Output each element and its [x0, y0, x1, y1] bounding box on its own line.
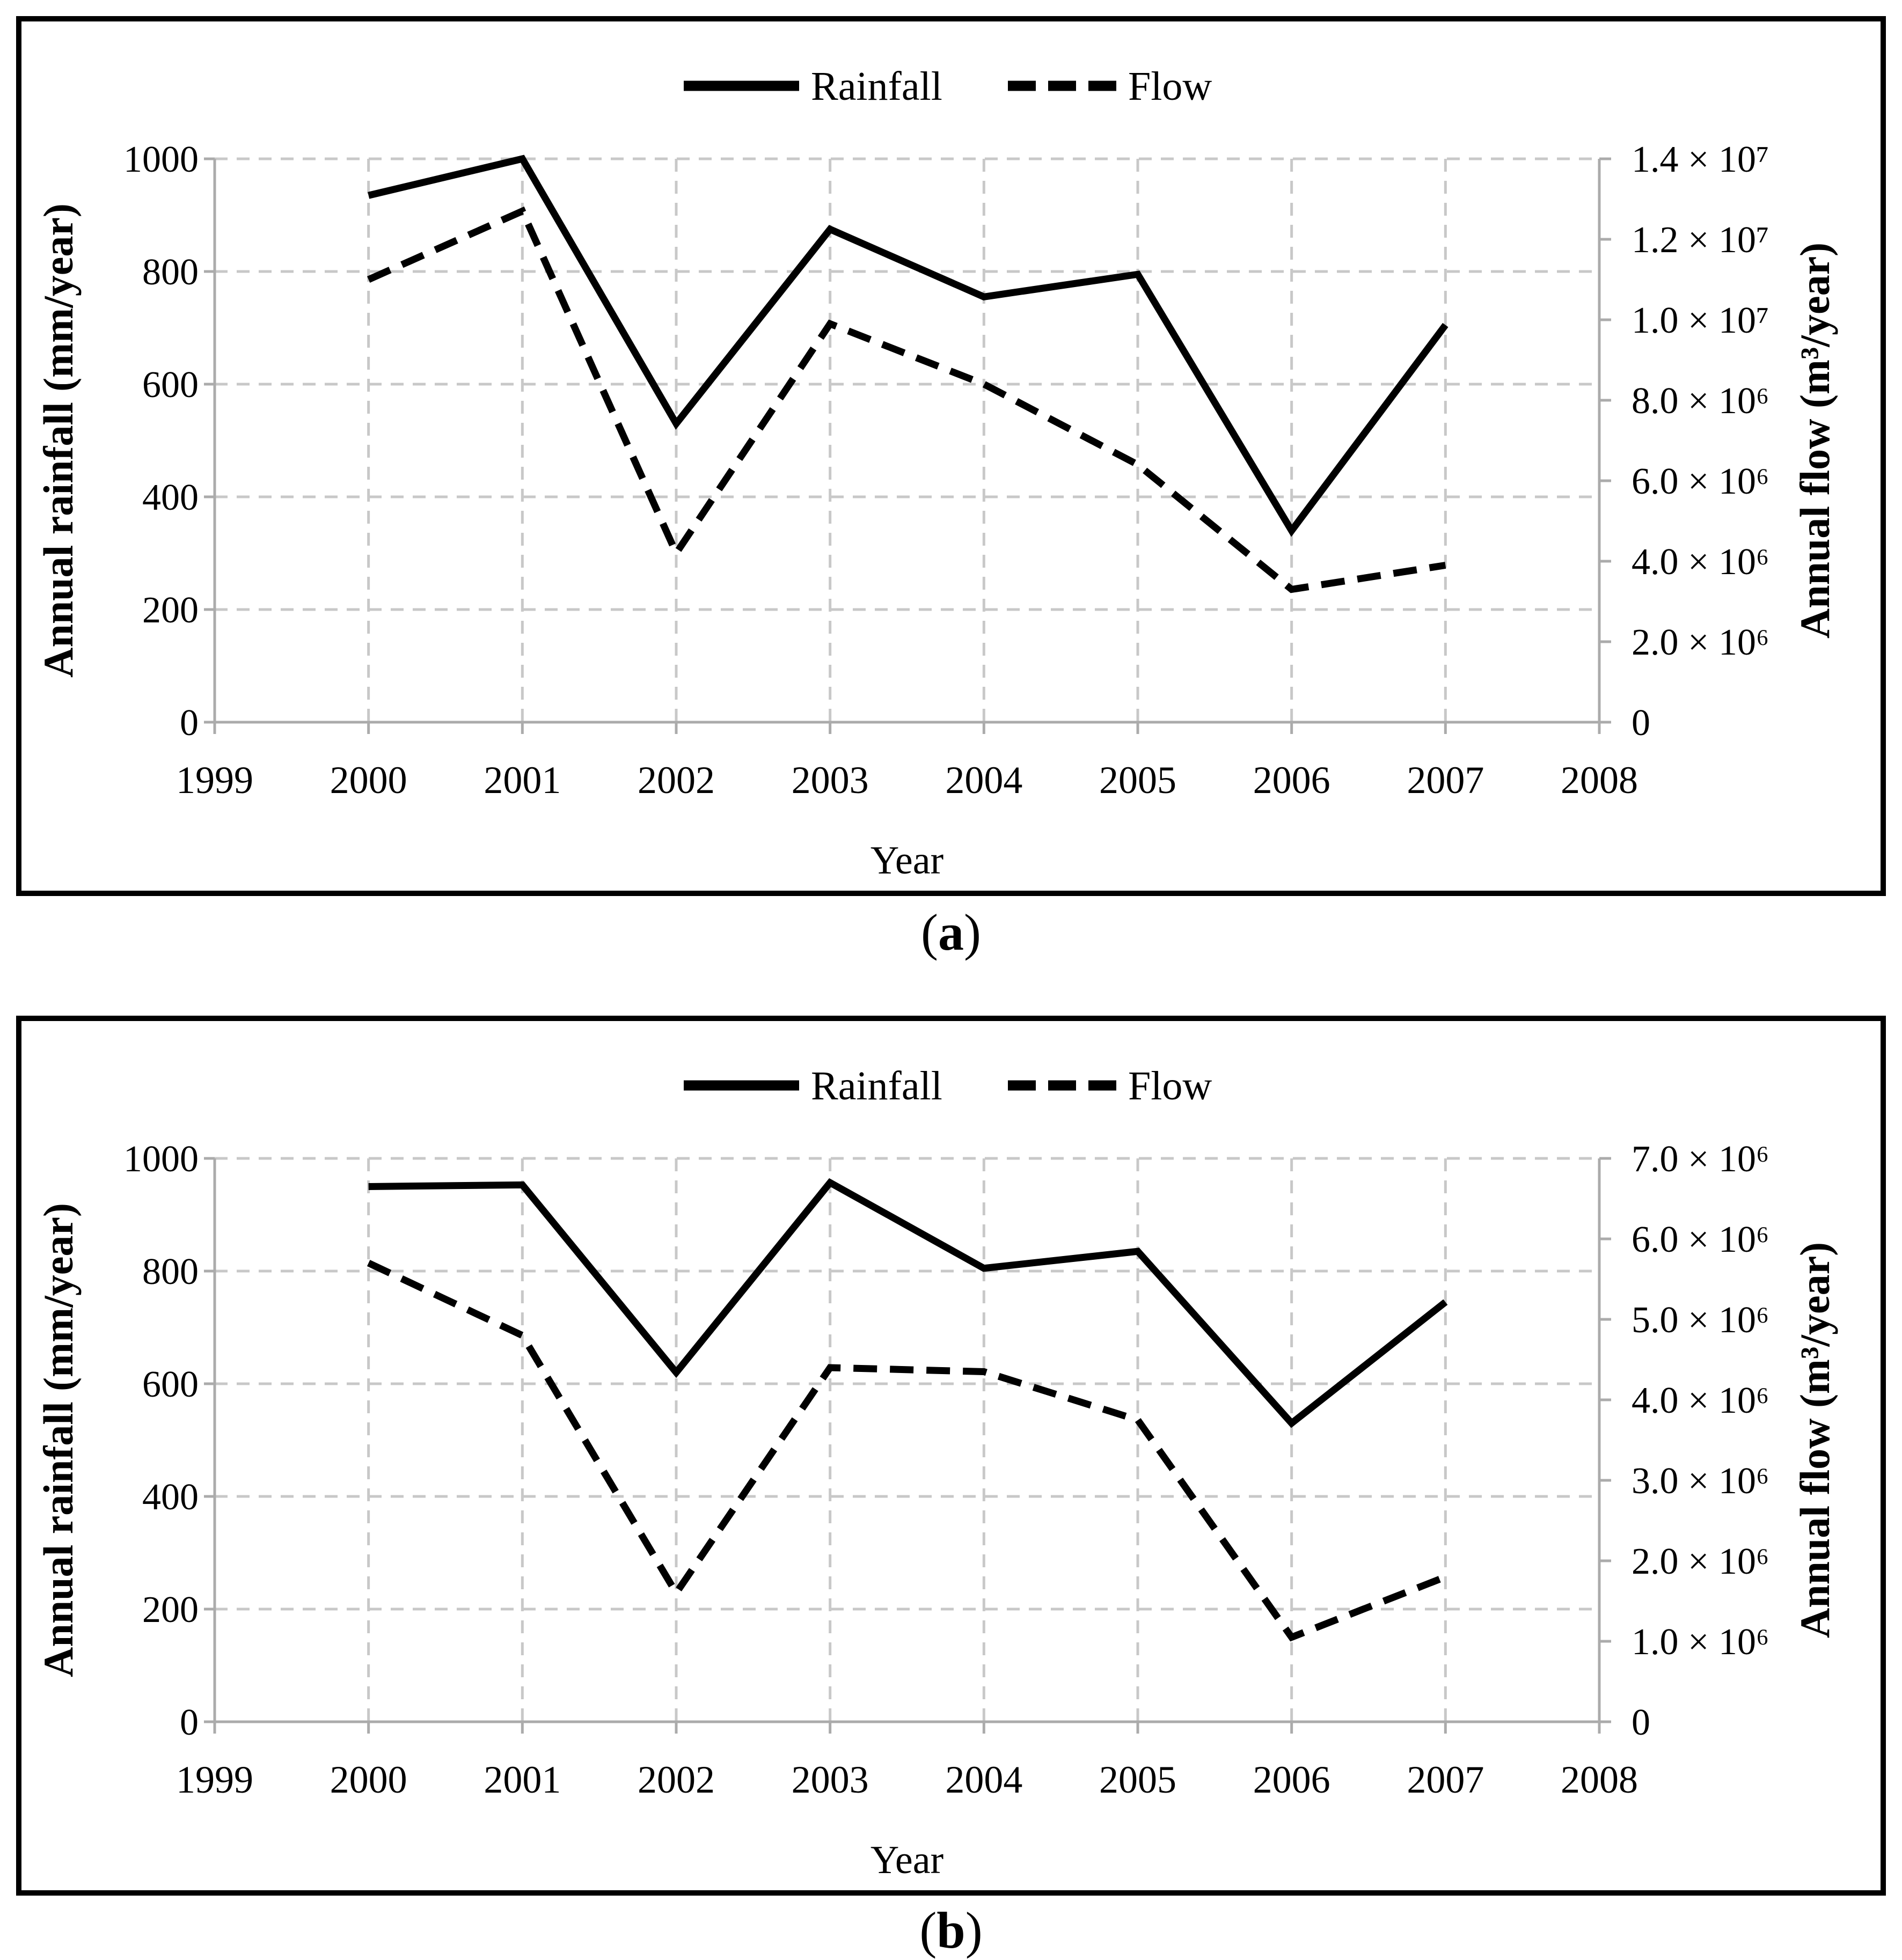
caption-b-open: (	[919, 1902, 937, 1959]
right-axis-tick-label: 8.0 × 10⁶	[1632, 380, 1769, 422]
x-axis-tick-label: 2006	[1253, 759, 1330, 802]
x-axis-tick-label: 2004	[945, 759, 1022, 802]
rainfall-line	[368, 155, 1449, 537]
x-axis-tick-label: 1999	[176, 759, 253, 802]
right-axis-title: Annual flow (m³/year)	[1791, 1242, 1838, 1638]
right-axis-tick-label: 1.4 × 10⁷	[1632, 139, 1769, 180]
right-axis-tick-label: 3.0 × 10⁶	[1632, 1460, 1769, 1502]
left-axis-tick-label: 400	[142, 477, 199, 518]
caption-b-close: )	[965, 1902, 983, 1959]
left-axis-tick-label: 800	[142, 1251, 199, 1293]
x-axis-tick-label: 2002	[638, 1758, 715, 1801]
caption-a-open: (	[921, 904, 938, 961]
x-axis-tick-label: 2005	[1099, 1758, 1176, 1801]
left-axis-tick-label: 0	[180, 702, 199, 744]
x-axis-tick-label: 2003	[792, 1758, 869, 1801]
left-axis-tick-label: 200	[142, 590, 199, 631]
panel-b: 1000 800 600 400 200 0 7.0 × 10⁶ 6.0 × 10⁶ 5.0 ×…	[16, 1016, 1886, 1896]
left-axis-tick-label: 200	[142, 1589, 199, 1631]
left-axis-tick-label: 800	[142, 252, 199, 293]
x-axis-tick-label: 2001	[484, 759, 561, 802]
flow-line	[367, 1260, 1447, 1642]
x-axis-tick-label: 1999	[176, 1758, 253, 1801]
x-axis-tick-label: 2004	[945, 1758, 1022, 1801]
right-axis-tick-label: 6.0 × 10⁶	[1632, 461, 1769, 502]
right-axis-tick-label: 0	[1632, 702, 1650, 744]
x-axis-tick-label: 2006	[1253, 1758, 1330, 1801]
rainfall-line	[368, 1178, 1448, 1428]
legend-flow-label: Flow	[1128, 1063, 1212, 1109]
right-axis-tick-label: 6.0 × 10⁶	[1632, 1219, 1769, 1260]
left-axis-title: Annual rainfall (mm/year)	[35, 203, 82, 678]
caption-a-letter: a	[938, 904, 964, 961]
left-axis-tick-label: 600	[142, 1364, 199, 1405]
right-axis-tick-label: 7.0 × 10⁶	[1632, 1139, 1769, 1180]
x-axis-tick-label: 2005	[1099, 759, 1176, 802]
right-axis-tick-label: 1.2 × 10⁷	[1632, 219, 1769, 261]
left-axis-tick-label: 600	[142, 364, 199, 406]
right-axis-title: Annual flow (m³/year)	[1791, 243, 1838, 638]
caption-a-close: )	[964, 904, 981, 961]
left-axis-title: Annual rainfall (mm/year)	[35, 1203, 82, 1677]
right-axis-tick-label: 4.0 × 10⁶	[1632, 1380, 1769, 1421]
flow-line	[367, 206, 1446, 593]
legend-rainfall-label: Rainfall	[811, 64, 942, 109]
x-axis-tick-label: 2000	[330, 759, 407, 802]
right-axis-tick-label: 4.0 × 10⁶	[1632, 541, 1769, 583]
right-axis-tick-label: 2.0 × 10⁶	[1632, 622, 1769, 663]
x-axis-tick-label: 2002	[638, 759, 715, 802]
x-axis-title: Year	[870, 1838, 943, 1882]
left-axis-tick-label: 400	[142, 1477, 199, 1518]
x-axis-tick-label: 2007	[1407, 1758, 1484, 1801]
panel-a: 1000 800 600 400 200 0 1.4 × 10⁷ 1.2 × 10⁷ 1.0 ×…	[16, 16, 1886, 896]
caption-b-letter: b	[937, 1902, 965, 1959]
x-axis-tick-label: 2007	[1407, 759, 1484, 802]
x-axis-title: Year	[870, 839, 943, 883]
right-axis-tick-label: 1.0 × 10⁶	[1632, 1621, 1769, 1663]
right-axis-tick-label: 1.0 × 10⁷	[1632, 300, 1769, 341]
x-axis-tick-label: 2008	[1561, 759, 1638, 802]
right-axis-tick-label: 2.0 × 10⁶	[1632, 1541, 1769, 1582]
left-axis-tick-label: 1000	[123, 1139, 199, 1180]
legend-rainfall-label: Rainfall	[811, 1063, 942, 1109]
caption-a: (a)	[0, 902, 1902, 962]
x-axis-tick-label: 2008	[1561, 1758, 1638, 1801]
legend-flow-label: Flow	[1128, 64, 1212, 109]
right-axis-tick-label: 5.0 × 10⁶	[1632, 1300, 1769, 1341]
caption-b: (b)	[0, 1900, 1902, 1960]
x-axis-tick-label: 2003	[792, 759, 869, 802]
x-axis-tick-label: 2000	[330, 1758, 407, 1801]
left-axis-tick-label: 0	[180, 1702, 199, 1743]
left-axis-tick-label: 1000	[123, 139, 199, 180]
x-axis-tick-label: 2001	[484, 1758, 561, 1801]
right-axis-tick-label: 0	[1632, 1702, 1650, 1743]
